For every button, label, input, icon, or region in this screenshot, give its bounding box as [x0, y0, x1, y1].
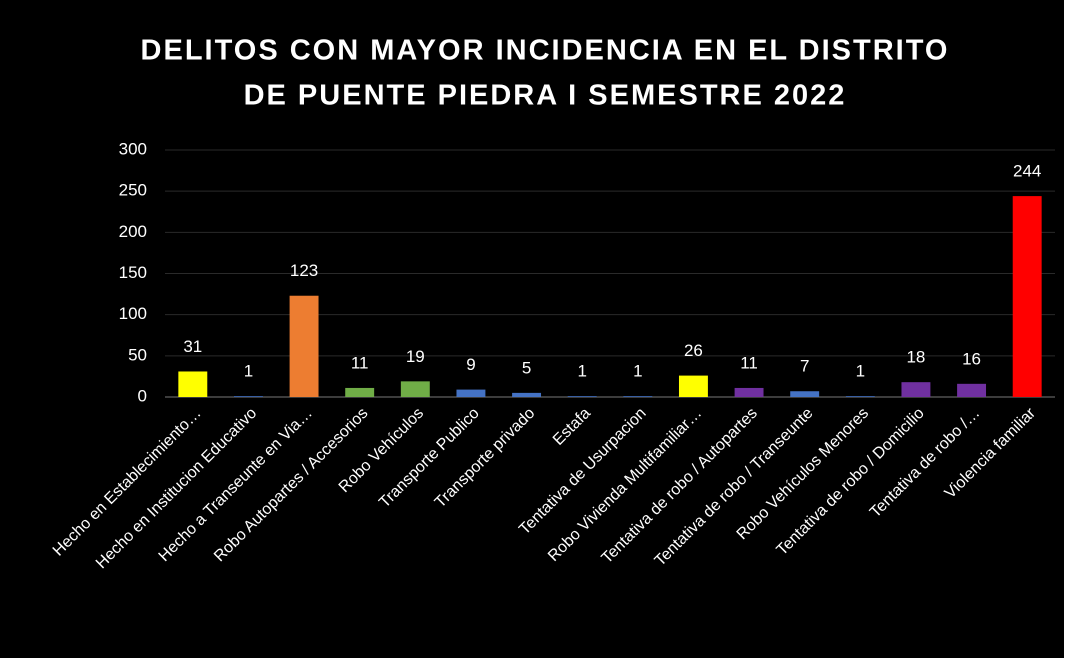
bar: [512, 392, 542, 397]
bar: [289, 295, 319, 397]
bar: [901, 382, 931, 397]
value-label: 16: [962, 349, 981, 368]
y-tick-label: 250: [119, 181, 147, 200]
y-tick-label: 100: [119, 304, 147, 323]
value-label: 123: [290, 261, 318, 280]
bar: [845, 396, 875, 397]
value-label: 31: [183, 337, 202, 356]
bar: [734, 387, 764, 397]
y-tick-label: 150: [119, 263, 147, 282]
value-label: 244: [1013, 162, 1041, 181]
value-label: 1: [856, 362, 865, 381]
value-label: 5: [522, 358, 531, 377]
bar: [567, 396, 597, 397]
bar: [456, 389, 486, 397]
bar: [623, 396, 653, 397]
bar: [233, 396, 263, 397]
value-label: 7: [800, 357, 809, 376]
chart-title: DELITOS CON MAYOR INCIDENCIA EN EL DISTR…: [141, 35, 950, 67]
value-label: 1: [633, 362, 642, 381]
value-label: 11: [351, 353, 369, 372]
bar: [178, 371, 208, 397]
value-label: 9: [466, 355, 475, 374]
value-label: 11: [740, 353, 758, 372]
chart-title: DE PUENTE PIEDRA I SEMESTRE 2022: [244, 80, 847, 112]
value-label: 19: [406, 347, 425, 366]
value-label: 1: [577, 362, 586, 381]
bar: [678, 375, 708, 397]
bar: [400, 381, 430, 397]
y-tick-label: 200: [119, 222, 147, 241]
y-tick-label: 0: [138, 386, 147, 405]
value-label: 1: [244, 362, 253, 381]
value-label: 18: [906, 348, 925, 367]
value-label: 26: [684, 341, 703, 360]
bar: [345, 387, 375, 397]
bar: [790, 391, 820, 397]
bar: [1012, 196, 1042, 397]
y-tick-label: 300: [119, 139, 147, 158]
bar: [957, 383, 987, 397]
y-tick-label: 50: [128, 345, 147, 364]
